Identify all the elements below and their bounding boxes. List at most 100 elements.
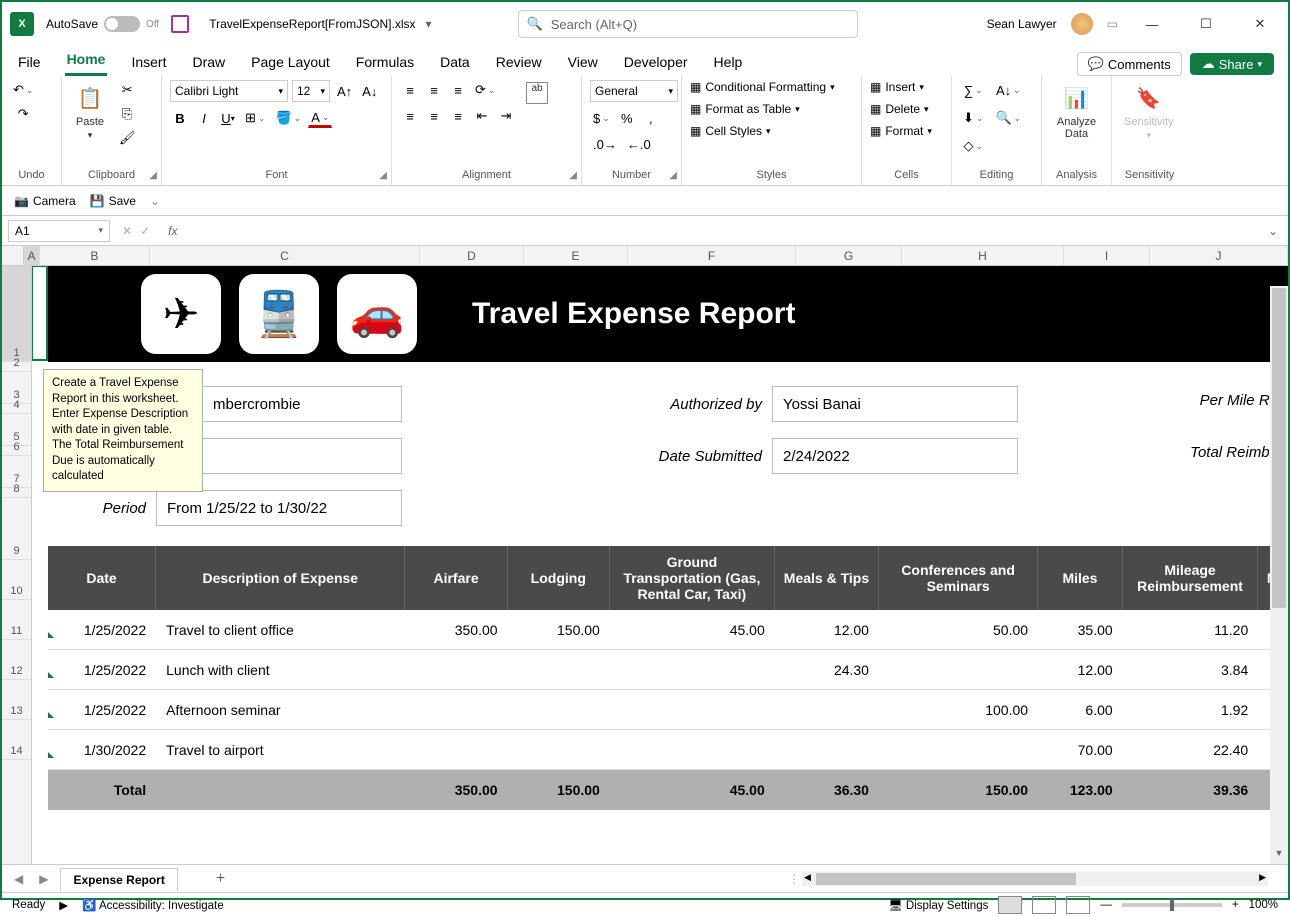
table-cell[interactable]: 1/25/2022: [48, 702, 156, 718]
border-button[interactable]: ⊞: [242, 108, 268, 128]
table-row[interactable]: 1/30/2022Travel to airport70.0022.40: [48, 730, 1288, 770]
table-cell[interactable]: Lunch with client: [156, 662, 405, 678]
scroll-thumb[interactable]: [1272, 288, 1286, 608]
table-header-cell[interactable]: Miles: [1038, 546, 1123, 610]
format-painter-button[interactable]: 🖌: [116, 128, 139, 148]
row-header-2[interactable]: 2: [2, 362, 31, 372]
orientation-button[interactable]: ⟳: [472, 80, 498, 100]
copy-button[interactable]: ⎘: [116, 104, 139, 124]
table-cell[interactable]: 1/25/2022: [48, 662, 156, 678]
row-header-13[interactable]: 13: [2, 680, 31, 720]
table-cell[interactable]: 45.00: [610, 622, 775, 638]
table-cell[interactable]: 1.92: [1123, 702, 1259, 718]
redo-button[interactable]: ↷: [10, 104, 36, 124]
clipboard-launcher[interactable]: ◢: [149, 170, 157, 181]
table-header-cell[interactable]: Meals & Tips: [775, 546, 879, 610]
fill-button[interactable]: ⬇: [960, 108, 986, 128]
zoom-level[interactable]: 100%: [1249, 899, 1278, 911]
tab-page-layout[interactable]: Page Layout: [249, 50, 332, 76]
table-cell[interactable]: Travel to airport: [156, 742, 405, 758]
table-cell[interactable]: 11.20: [1123, 622, 1259, 638]
decimal-increase-button[interactable]: .0→: [590, 134, 620, 154]
row-header-4[interactable]: 4: [2, 404, 31, 414]
align-left-button[interactable]: ≡: [400, 106, 420, 126]
tab-help[interactable]: Help: [712, 50, 745, 76]
sheet-nav-prev[interactable]: ◀: [10, 872, 27, 886]
percent-button[interactable]: %: [617, 108, 637, 128]
horizontal-scrollbar[interactable]: ◀ ▶: [802, 872, 1268, 886]
table-row[interactable]: 1/25/2022Lunch with client24.3012.003.84: [48, 650, 1288, 690]
table-cell[interactable]: Travel to client office: [156, 622, 405, 638]
column-header-J[interactable]: J: [1150, 246, 1288, 265]
decimal-decrease-button[interactable]: ←.0: [624, 134, 654, 154]
column-headers[interactable]: ABCDEFGHIJ: [2, 246, 1288, 266]
page-layout-view-button[interactable]: [1032, 896, 1056, 914]
italic-button[interactable]: I: [194, 108, 214, 128]
underline-button[interactable]: U▾: [218, 108, 238, 128]
table-header-cell[interactable]: Date: [48, 546, 156, 610]
find-select-button[interactable]: 🔍: [992, 108, 1024, 128]
align-top-button[interactable]: ≡: [400, 80, 420, 100]
maximize-button[interactable]: ☐: [1186, 10, 1226, 38]
dept-field[interactable]: [202, 438, 402, 474]
normal-view-button[interactable]: [998, 896, 1022, 914]
zoom-slider[interactable]: [1122, 903, 1222, 907]
autosum-button[interactable]: ∑: [960, 80, 986, 100]
tab-insert[interactable]: Insert: [129, 50, 168, 76]
tab-draw[interactable]: Draw: [190, 50, 227, 76]
table-cell[interactable]: 50.00: [879, 622, 1038, 638]
indent-increase-button[interactable]: ⇥: [496, 106, 516, 126]
filename-dropdown-icon[interactable]: ▾: [425, 17, 431, 31]
comma-button[interactable]: ,: [641, 108, 661, 128]
font-launcher[interactable]: ◢: [379, 170, 387, 181]
row-header-8[interactable]: 8: [2, 488, 31, 498]
table-cell[interactable]: 70.00: [1038, 742, 1123, 758]
quick-customize-button[interactable]: ⌄: [150, 194, 160, 208]
clear-button[interactable]: ◇: [960, 136, 986, 156]
table-header-cell[interactable]: Mileage Reimbursement: [1123, 546, 1259, 610]
table-header-cell[interactable]: Lodging: [508, 546, 610, 610]
column-header-I[interactable]: I: [1064, 246, 1150, 265]
table-row[interactable]: 1/25/2022Afternoon seminar100.006.001.92: [48, 690, 1288, 730]
table-cell[interactable]: 1/30/2022: [48, 742, 156, 758]
sheet-tab-active[interactable]: Expense Report: [60, 868, 177, 891]
search-input[interactable]: 🔍 Search (Alt+Q): [518, 10, 858, 38]
add-sheet-button[interactable]: +: [216, 870, 225, 888]
column-header-E[interactable]: E: [524, 246, 628, 265]
column-header-D[interactable]: D: [420, 246, 524, 265]
column-header-G[interactable]: G: [796, 246, 902, 265]
cancel-formula-icon[interactable]: ✕: [122, 224, 132, 238]
bold-button[interactable]: B: [170, 108, 190, 128]
undo-button[interactable]: ↶: [10, 80, 36, 100]
toggle-switch[interactable]: [104, 16, 140, 32]
delete-cells-button[interactable]: ▦ Delete ▾: [870, 102, 932, 116]
sort-filter-button[interactable]: A↓: [992, 80, 1024, 100]
name-field[interactable]: mbercrombie: [202, 386, 402, 422]
quick-save-button[interactable]: 💾 Save: [90, 194, 136, 208]
column-header-F[interactable]: F: [628, 246, 796, 265]
fx-icon[interactable]: fx: [156, 224, 189, 238]
tab-view[interactable]: View: [566, 50, 600, 76]
row-header-6[interactable]: 6: [2, 446, 31, 456]
scroll-down-icon[interactable]: ▼: [1270, 848, 1288, 864]
font-color-button[interactable]: A: [308, 108, 332, 128]
table-cell[interactable]: 6.00: [1038, 702, 1123, 718]
enter-formula-icon[interactable]: ✓: [140, 224, 150, 238]
table-cell[interactable]: 12.00: [1038, 662, 1123, 678]
align-bottom-button[interactable]: ≡: [448, 80, 468, 100]
table-cell[interactable]: 35.00: [1038, 622, 1123, 638]
row-header-9[interactable]: 9: [2, 498, 31, 560]
wrap-merge-button[interactable]: ab: [522, 80, 552, 106]
table-header-cell[interactable]: Conferences and Seminars: [879, 546, 1038, 610]
close-button[interactable]: ✕: [1240, 10, 1280, 38]
fill-color-button[interactable]: 🪣: [272, 108, 304, 128]
number-format-select[interactable]: General▾: [590, 80, 678, 102]
row-header-12[interactable]: 12: [2, 640, 31, 680]
name-box[interactable]: A1▾: [8, 220, 110, 242]
column-header-A[interactable]: A: [24, 246, 40, 265]
row-header-1[interactable]: 1: [2, 266, 31, 362]
row-header-11[interactable]: 11: [2, 600, 31, 640]
column-header-H[interactable]: H: [902, 246, 1064, 265]
date-submitted-field[interactable]: 2/24/2022: [772, 438, 1018, 474]
autosave-toggle[interactable]: AutoSave Off: [46, 16, 159, 32]
